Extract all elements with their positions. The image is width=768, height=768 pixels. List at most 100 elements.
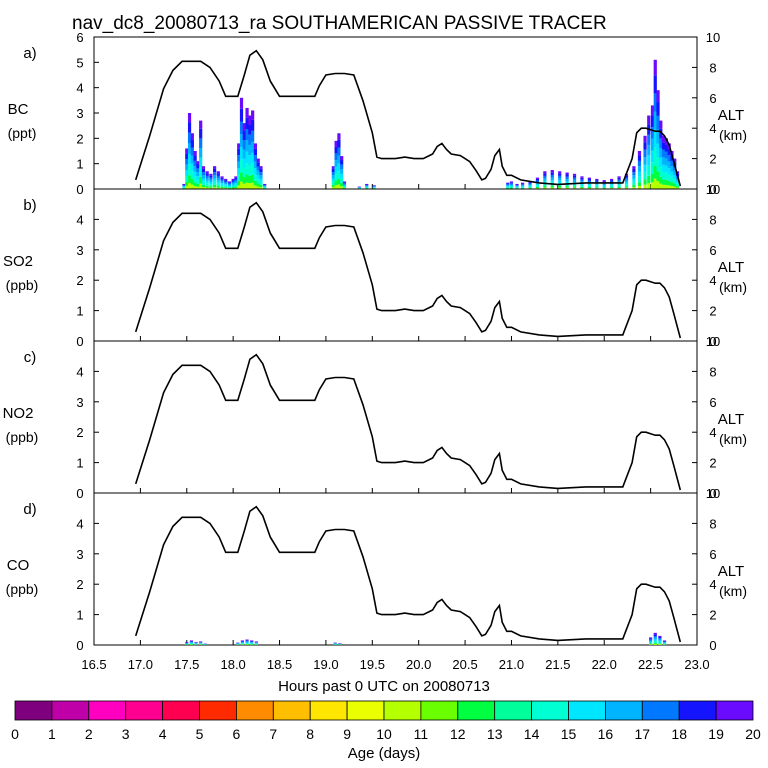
- bar-segment: [254, 642, 258, 643]
- unit-label: (ppt): [8, 125, 37, 141]
- bar-segment: [610, 184, 614, 186]
- alt-unit-label: (km): [719, 127, 747, 143]
- bar-segment: [650, 162, 655, 174]
- bar-segment: [515, 183, 519, 185]
- right-tick-label: 4: [709, 121, 716, 136]
- colorbar-swatch: [641, 700, 680, 721]
- colorbar-tick-label: 17: [635, 726, 651, 742]
- bar-segment: [251, 174, 255, 183]
- right-tick-label: 4: [709, 577, 716, 592]
- bar-segment: [342, 183, 347, 185]
- bar-segment: [331, 187, 335, 189]
- alt-unit-label: (km): [719, 279, 747, 295]
- bar-segment: [216, 171, 220, 174]
- colorbar-tick-label: 19: [708, 726, 724, 742]
- bar-segment: [610, 187, 614, 189]
- bar-segment: [650, 105, 655, 116]
- bar-segment: [365, 186, 369, 188]
- bar-segment: [565, 187, 569, 189]
- bar-segment: [543, 178, 547, 181]
- bar-segment: [196, 172, 200, 177]
- bar-segment: [227, 187, 232, 189]
- bar-segment: [340, 156, 344, 161]
- bar-segment: [196, 164, 200, 169]
- bar-segment: [234, 187, 238, 189]
- bar-segment: [237, 168, 241, 175]
- colorbar-tick-label: 2: [85, 726, 93, 742]
- bar-segment: [220, 186, 224, 188]
- bc-bar: [227, 181, 232, 189]
- x-axis-label: Hours past 0 UTC on 20080713: [278, 678, 490, 695]
- bar-segment: [190, 147, 194, 156]
- bar-segment: [624, 177, 629, 180]
- panel-bc: 0 1 2 3 4 5 6 0 2 4 6 8 10 a) BC (ppt) ALT (km): [8, 30, 747, 197]
- bar-segment: [572, 175, 577, 178]
- bc-bar: [515, 183, 519, 189]
- bar-segment: [259, 172, 263, 176]
- bar-segment: [209, 186, 213, 188]
- bar-segment: [182, 183, 186, 185]
- bc-bar: [520, 182, 525, 189]
- bar-segment: [334, 140, 338, 147]
- bar-segment: [205, 187, 209, 189]
- bar-segment: [248, 124, 252, 135]
- bar-segment: [205, 175, 209, 179]
- bar-segment: [193, 185, 197, 189]
- bar-segment: [558, 171, 562, 174]
- bc-bar: [572, 173, 577, 189]
- bar-segment: [550, 185, 554, 188]
- bar-segment: [189, 642, 194, 644]
- bar-segment: [190, 184, 194, 189]
- bar-segment: [227, 183, 232, 185]
- colorbar-swatch: [531, 700, 569, 721]
- bar-segment: [199, 128, 203, 139]
- right-tick-label: 0: [709, 638, 716, 653]
- bar-segment: [595, 185, 599, 188]
- colorbar-swatch: [420, 700, 459, 721]
- bar-segment: [565, 172, 569, 175]
- bar-segment: [649, 642, 653, 644]
- bc-bar: [331, 166, 335, 189]
- left-tick-label: 3: [76, 243, 83, 258]
- bar-segment: [550, 177, 554, 181]
- bar-segment: [649, 638, 653, 640]
- panel-no2: 0 1 2 3 4 0 2 4 6 8 10 c) NO2 (ppb) ALT (km): [3, 334, 747, 501]
- bar-segment: [664, 179, 668, 185]
- bar-segment: [189, 640, 194, 642]
- right-tick-label: 8: [709, 364, 716, 379]
- bar-segment: [637, 151, 642, 156]
- bar-segment: [656, 115, 660, 130]
- bar-segment: [558, 187, 562, 189]
- bar-segment: [253, 148, 258, 156]
- bar-segment: [193, 176, 197, 183]
- bar-segment: [649, 641, 653, 643]
- altitude-line: [134, 353, 682, 491]
- bar-segment: [543, 171, 547, 174]
- right-tick-label: 2: [709, 456, 716, 471]
- bar-segment: [245, 107, 249, 118]
- bar-segment: [659, 120, 663, 129]
- bar-segment: [624, 175, 629, 178]
- bar-segment: [340, 169, 344, 174]
- left-tick-label: 4: [76, 364, 83, 379]
- bar-segment: [189, 642, 194, 643]
- bar-segment: [509, 183, 514, 185]
- bar-segment: [572, 187, 577, 189]
- unit-label: (ppb): [6, 581, 39, 597]
- bar-segment: [259, 184, 263, 188]
- bar-segment: [205, 171, 209, 174]
- bar-segment: [617, 183, 621, 185]
- bar-segment: [216, 183, 220, 186]
- bar-segment: [656, 143, 660, 158]
- panels: 01234560246810a)BC(ppt)ALT(km)0123402468…: [3, 30, 747, 653]
- bar-segment: [193, 166, 197, 172]
- bar-segment: [662, 640, 667, 642]
- chart-title: nav_dc8_20080713_ra SOUTHAMERICAN PASSIV…: [72, 13, 607, 34]
- bc-bar: [338, 643, 342, 645]
- bar-segment: [506, 183, 510, 185]
- bar-segment: [365, 185, 369, 186]
- x-tick-label: 17.5: [174, 657, 199, 672]
- bar-segment: [216, 178, 220, 181]
- x-tick-label: 20.0: [406, 657, 431, 672]
- x-tick-label: 22.0: [592, 657, 617, 672]
